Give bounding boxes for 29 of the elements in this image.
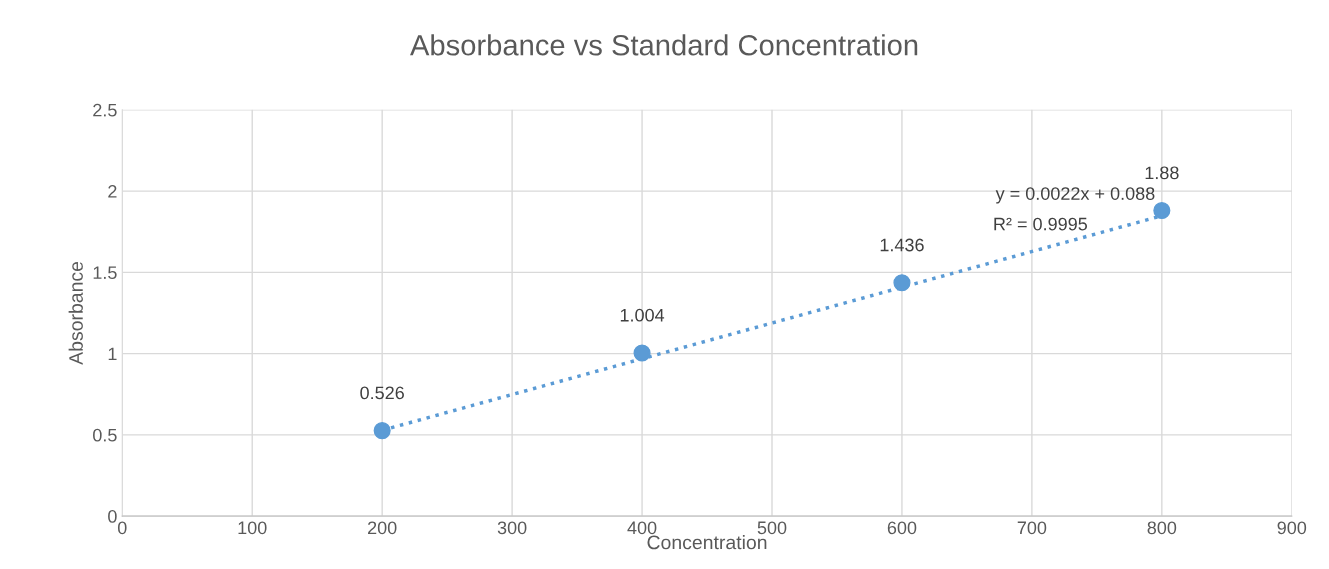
data-label: 1.436 (880, 238, 924, 252)
data-label: 0.526 (360, 386, 404, 400)
annotation: R² = 0.9995 (994, 217, 1088, 231)
x-tick-label: 100 (238, 521, 267, 535)
point (633, 344, 651, 362)
x-tick-label: 900 (1277, 521, 1307, 535)
chart-title: Absorbance vs Standard Concentration (410, 34, 918, 56)
x-tick-label: 700 (1017, 521, 1047, 535)
x-tick-label: 500 (757, 521, 787, 535)
y-tick-label: 1.5 (93, 266, 117, 280)
data-label: 1.88 (1145, 166, 1179, 180)
x-axis-title: Concentration (647, 535, 767, 550)
x-tick-label: 400 (627, 521, 657, 535)
point (893, 274, 911, 292)
annotation: y = 0.0022x + 0.088 (995, 187, 1155, 204)
y-axis-title: Absorbance (68, 261, 83, 365)
x-tick-label: 600 (887, 521, 917, 535)
x-tick-label: 200 (368, 521, 397, 535)
x-tick-label: 800 (1147, 521, 1177, 535)
point (373, 422, 391, 440)
data-label: 1.004 (620, 308, 665, 322)
y-tick-label: 1 (108, 347, 117, 361)
y-tick-label: 2.5 (93, 103, 117, 117)
y-tick-label: 0.5 (93, 428, 117, 442)
x-tick-label: 300 (497, 521, 527, 535)
y-tick-label: 0 (108, 510, 117, 523)
y-tick-label: 2 (108, 185, 117, 198)
x-tick-label: 0 (117, 521, 127, 535)
point (1153, 202, 1171, 220)
